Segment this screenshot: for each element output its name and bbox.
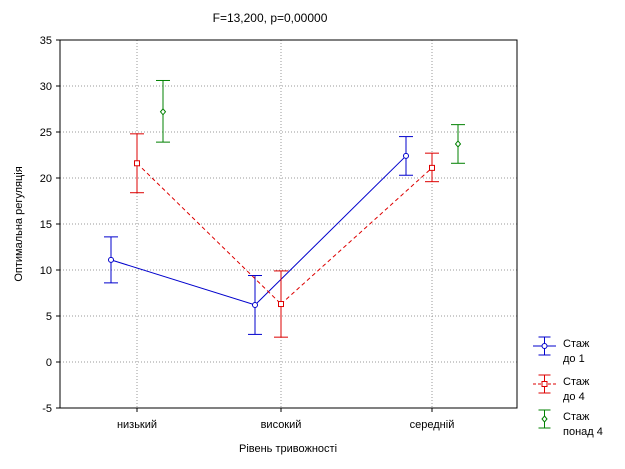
legend: Стаж до 1 Стаж до 4 Стаж понад 4 — [533, 336, 603, 438]
chart-title: F=13,200, p=0,00000 — [213, 11, 328, 25]
series-line-segment — [110, 259, 256, 306]
y-tick-label: 30 — [40, 81, 52, 93]
y-tick-label: -5 — [42, 403, 52, 415]
y-tick-label: 20 — [40, 173, 52, 185]
grid — [60, 40, 517, 408]
y-tick-label: 35 — [40, 35, 52, 47]
data-point — [278, 301, 284, 308]
x-tick-label: середній — [410, 419, 455, 431]
legend-label: понад 4 — [563, 426, 603, 438]
x-tick-label: низький — [117, 419, 157, 431]
data-point — [159, 107, 167, 116]
series-group — [104, 79, 465, 338]
data-point — [454, 140, 462, 148]
y-tick-label: 0 — [46, 357, 52, 369]
legend-entry-2: Стаж до 4 — [533, 374, 590, 403]
data-point — [252, 301, 258, 308]
series-2 — [130, 133, 439, 338]
series-line-segment — [136, 162, 282, 305]
y-tick-label: 15 — [40, 219, 52, 231]
y-tick-label: 25 — [40, 127, 52, 139]
legend-label: до 1 — [563, 353, 585, 365]
series-line-segment — [280, 167, 433, 305]
legend-label: Стаж — [563, 376, 590, 388]
data-point — [134, 160, 140, 167]
data-point — [108, 256, 114, 263]
legend-entry-3: Стаж понад 4 — [538, 409, 603, 438]
data-point — [403, 152, 409, 159]
legend-entry-1: Стаж до 1 — [533, 336, 590, 365]
y-axis-label: Оптимальна регуляція — [13, 166, 25, 281]
series-1 — [104, 136, 413, 335]
legend-marker — [541, 415, 548, 423]
y-axis: -5 0 5 10 15 20 25 30 35 — [40, 35, 60, 415]
series-3 — [156, 79, 465, 164]
y-tick-label: 5 — [46, 311, 52, 323]
y-tick-label: 10 — [40, 265, 52, 277]
series-line-segment — [254, 155, 407, 306]
legend-label: Стаж — [563, 338, 590, 350]
legend-marker — [541, 381, 548, 387]
legend-label: Стаж — [563, 411, 590, 423]
legend-label: до 4 — [563, 391, 585, 403]
x-axis: низький високий середній — [117, 408, 454, 431]
x-tick-label: високий — [261, 419, 302, 431]
data-point — [429, 164, 435, 171]
legend-marker — [541, 343, 548, 349]
x-axis-label: Рівень тривожності — [239, 443, 337, 455]
